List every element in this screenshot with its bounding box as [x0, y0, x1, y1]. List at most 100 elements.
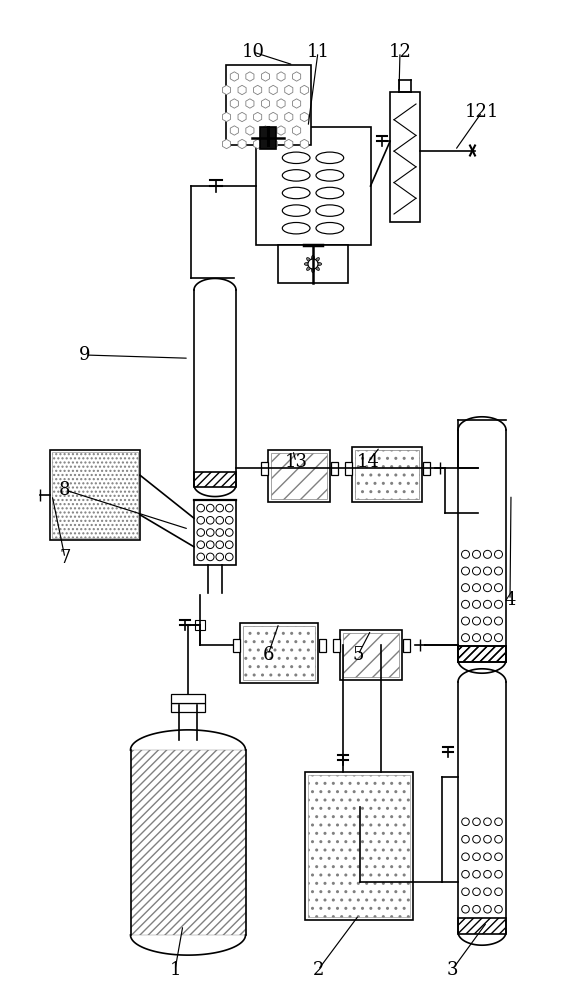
Circle shape: [484, 870, 491, 878]
Ellipse shape: [282, 152, 310, 164]
Bar: [403, 639, 410, 652]
Bar: [260, 127, 276, 149]
Text: 12: 12: [389, 43, 412, 61]
Bar: [331, 462, 338, 475]
Circle shape: [462, 853, 469, 861]
Bar: [233, 639, 240, 652]
Circle shape: [197, 504, 205, 512]
Bar: [423, 462, 430, 475]
Bar: [240, 623, 318, 683]
Circle shape: [225, 516, 233, 524]
Ellipse shape: [316, 205, 344, 216]
Circle shape: [473, 550, 481, 558]
Circle shape: [484, 888, 491, 896]
Circle shape: [462, 818, 469, 826]
Text: 4: 4: [504, 591, 516, 609]
Circle shape: [494, 584, 503, 592]
Circle shape: [473, 584, 481, 592]
Circle shape: [197, 553, 205, 561]
Circle shape: [473, 870, 480, 878]
Circle shape: [462, 905, 469, 913]
Text: 11: 11: [306, 43, 329, 61]
Circle shape: [494, 835, 503, 843]
Circle shape: [462, 550, 470, 558]
Circle shape: [197, 516, 205, 524]
Circle shape: [206, 504, 214, 512]
Circle shape: [462, 600, 470, 608]
Ellipse shape: [306, 266, 311, 270]
Text: 1: 1: [169, 961, 181, 979]
Bar: [255, 127, 370, 245]
Bar: [261, 462, 268, 475]
Circle shape: [462, 870, 469, 878]
Circle shape: [462, 888, 469, 896]
Circle shape: [225, 541, 233, 548]
Circle shape: [484, 835, 491, 843]
Circle shape: [494, 550, 503, 558]
Circle shape: [216, 516, 224, 524]
Ellipse shape: [315, 258, 320, 262]
Circle shape: [197, 541, 205, 548]
Ellipse shape: [304, 262, 310, 265]
Bar: [308, 775, 410, 917]
Circle shape: [473, 905, 480, 913]
Circle shape: [206, 541, 214, 548]
Ellipse shape: [282, 205, 310, 216]
Ellipse shape: [316, 262, 322, 265]
Circle shape: [473, 634, 481, 642]
Text: 7: 7: [59, 549, 71, 567]
Bar: [352, 447, 422, 502]
Text: 121: 121: [465, 103, 499, 121]
Text: 2: 2: [312, 961, 324, 979]
Circle shape: [206, 529, 214, 536]
Circle shape: [197, 529, 205, 536]
Circle shape: [473, 888, 480, 896]
Circle shape: [206, 516, 214, 524]
Bar: [355, 450, 419, 499]
Bar: [225, 65, 310, 145]
Circle shape: [473, 567, 481, 575]
Circle shape: [308, 259, 318, 269]
Circle shape: [484, 617, 492, 625]
Circle shape: [484, 550, 492, 558]
Circle shape: [473, 853, 480, 861]
Bar: [278, 245, 348, 283]
Circle shape: [484, 818, 491, 826]
Circle shape: [462, 835, 469, 843]
Bar: [345, 462, 352, 475]
Circle shape: [225, 553, 233, 561]
Circle shape: [484, 584, 492, 592]
Circle shape: [473, 818, 480, 826]
Circle shape: [225, 529, 233, 536]
Ellipse shape: [316, 187, 344, 199]
Bar: [171, 694, 205, 703]
Text: 8: 8: [59, 481, 71, 499]
Bar: [340, 630, 402, 680]
Text: 9: 9: [79, 346, 91, 364]
Bar: [319, 639, 326, 652]
Circle shape: [225, 504, 233, 512]
Bar: [52, 452, 138, 538]
Bar: [171, 703, 205, 712]
Circle shape: [216, 553, 224, 561]
Ellipse shape: [316, 222, 344, 234]
Bar: [390, 92, 420, 222]
Ellipse shape: [315, 266, 320, 270]
Ellipse shape: [282, 170, 310, 181]
Circle shape: [216, 504, 224, 512]
Ellipse shape: [282, 222, 310, 234]
Circle shape: [494, 617, 503, 625]
Circle shape: [494, 600, 503, 608]
Text: 14: 14: [356, 453, 380, 471]
Bar: [271, 453, 327, 499]
Ellipse shape: [312, 267, 315, 273]
Circle shape: [494, 853, 503, 861]
Circle shape: [494, 905, 503, 913]
Circle shape: [484, 853, 491, 861]
Circle shape: [494, 567, 503, 575]
Circle shape: [216, 529, 224, 536]
Bar: [343, 633, 399, 677]
Ellipse shape: [312, 255, 315, 261]
Circle shape: [484, 567, 492, 575]
Circle shape: [484, 600, 492, 608]
